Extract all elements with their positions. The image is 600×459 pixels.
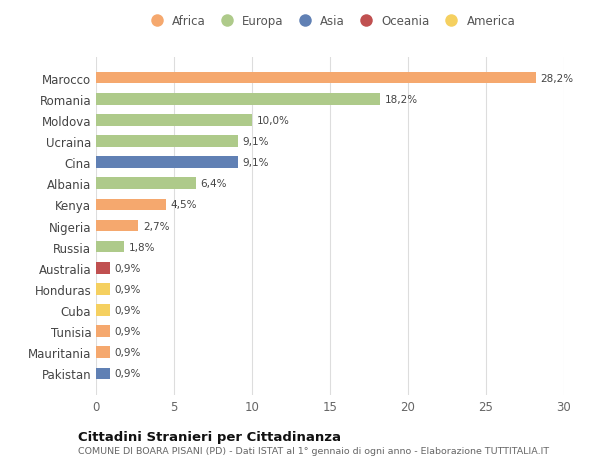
Legend: Africa, Europa, Asia, Oceania, America: Africa, Europa, Asia, Oceania, America (142, 13, 518, 30)
Bar (96, 347, 110, 358)
Bar (96, 94, 380, 106)
Bar (96, 325, 110, 337)
Text: 9,1%: 9,1% (242, 158, 269, 168)
Text: 10,0%: 10,0% (257, 116, 290, 126)
Text: 0,9%: 0,9% (115, 369, 141, 379)
Bar (96, 305, 110, 316)
Bar (96, 368, 110, 380)
Text: 6,4%: 6,4% (200, 179, 227, 189)
Bar (96, 199, 166, 211)
Text: Cittadini Stranieri per Cittadinanza: Cittadini Stranieri per Cittadinanza (78, 431, 341, 443)
Bar (96, 115, 252, 127)
Bar (96, 284, 110, 295)
Text: 2,7%: 2,7% (143, 221, 169, 231)
Text: 1,8%: 1,8% (129, 242, 155, 252)
Text: 0,9%: 0,9% (115, 305, 141, 315)
Bar (96, 157, 238, 168)
Text: 18,2%: 18,2% (385, 95, 418, 105)
Text: 0,9%: 0,9% (115, 326, 141, 336)
Text: COMUNE DI BOARA PISANI (PD) - Dati ISTAT al 1° gennaio di ogni anno - Elaborazio: COMUNE DI BOARA PISANI (PD) - Dati ISTAT… (78, 446, 549, 455)
Bar (96, 263, 110, 274)
Text: 0,9%: 0,9% (115, 347, 141, 358)
Bar (96, 241, 124, 253)
Bar (96, 136, 238, 147)
Bar (96, 178, 196, 190)
Bar (96, 73, 536, 84)
Text: 28,2%: 28,2% (541, 73, 574, 84)
Text: 0,9%: 0,9% (115, 263, 141, 273)
Text: 0,9%: 0,9% (115, 284, 141, 294)
Text: 9,1%: 9,1% (242, 137, 269, 147)
Text: 4,5%: 4,5% (171, 200, 197, 210)
Bar (96, 220, 138, 232)
